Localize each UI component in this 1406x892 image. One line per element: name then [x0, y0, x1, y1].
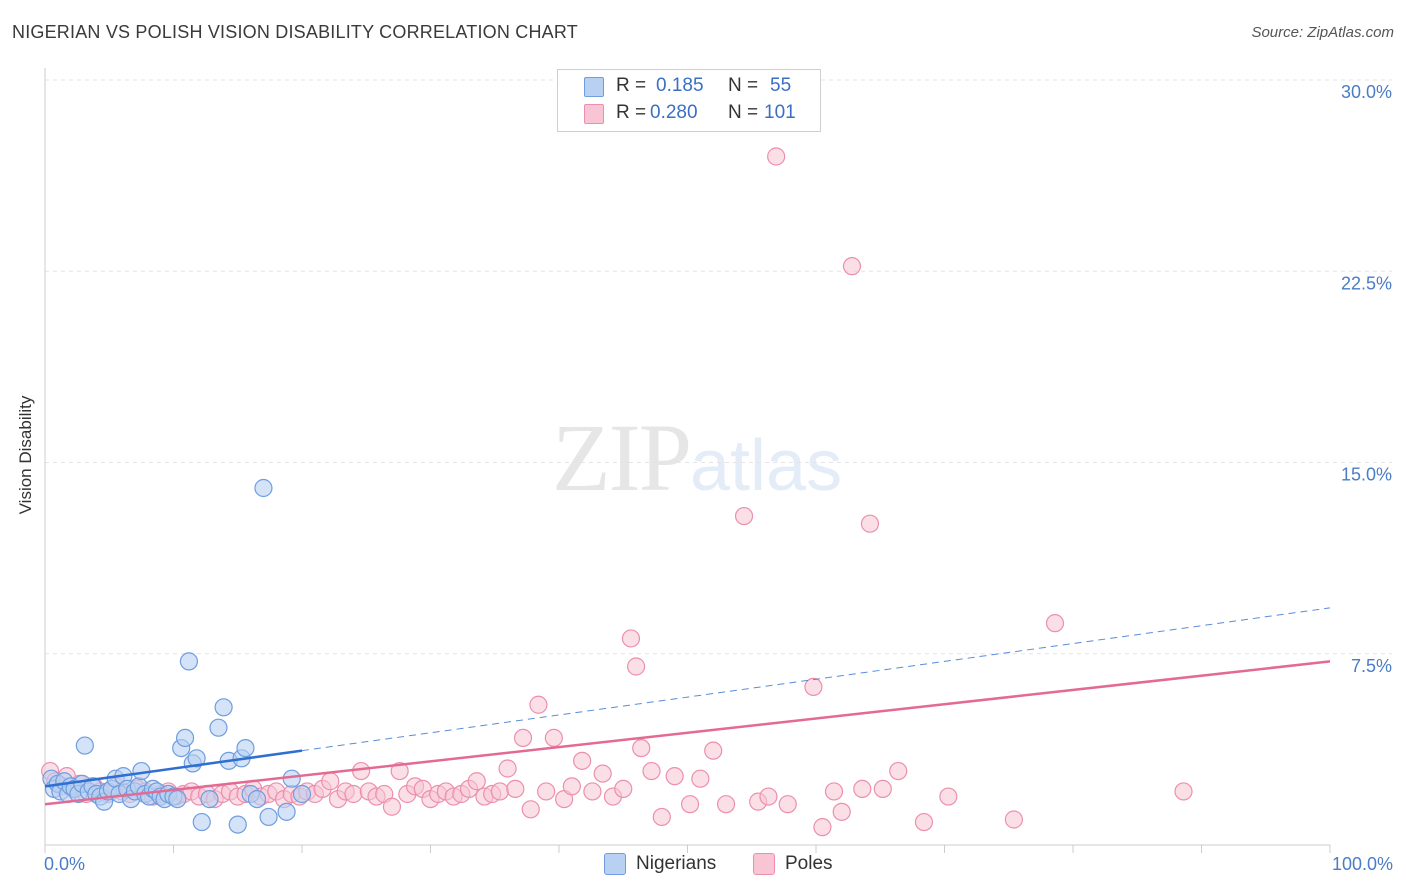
tick-labels: 7.5% 15.0% 22.5% 30.0% 0.0% 100.0%	[44, 82, 1393, 874]
poles-point	[704, 741, 723, 760]
poles-point	[513, 728, 533, 748]
poles-point	[626, 657, 646, 676]
nigerians-point	[228, 815, 247, 834]
poles-point	[734, 506, 754, 526]
poles-point	[352, 761, 371, 781]
poles-point	[467, 772, 486, 791]
poles-point	[642, 761, 661, 781]
poles-point	[759, 787, 778, 806]
poles-point	[529, 695, 548, 714]
legend-n-label: N =	[728, 102, 759, 123]
poles-point	[390, 761, 409, 781]
poles-point	[939, 787, 958, 806]
poles-point	[889, 761, 908, 781]
nigerians-point	[209, 718, 228, 737]
nigerians-point	[175, 728, 195, 748]
axis-layer	[44, 68, 1331, 853]
legend-n-value: 55	[770, 75, 792, 96]
poles-point	[562, 777, 581, 796]
bottom-legend-swatch-nigerians	[604, 853, 626, 875]
poles-trend-line	[44, 660, 1331, 806]
poles-point	[382, 797, 402, 816]
poles-point	[665, 767, 684, 786]
x-tick-label: 0.0%	[44, 854, 85, 874]
y-tick-label: 22.5%	[1341, 273, 1392, 293]
poles-point	[767, 147, 786, 166]
poles-point	[1045, 614, 1065, 633]
poles-point	[498, 759, 517, 778]
watermark-zip: ZIP	[552, 404, 692, 511]
poles-point	[860, 514, 880, 533]
y-tick-label: 7.5%	[1351, 656, 1392, 676]
nigerians-point	[259, 807, 278, 827]
bottom-legend-label-poles: Poles	[785, 853, 833, 874]
nigerians-point	[236, 738, 255, 758]
legend-n-label: N =	[728, 75, 759, 96]
poles-point	[1174, 782, 1193, 801]
source-attribution: Source: ZipAtlas.com	[1251, 24, 1394, 41]
poles-point	[573, 751, 592, 770]
nigerians-point	[168, 789, 187, 809]
y-tick-label: 30.0%	[1341, 82, 1392, 102]
poles-point	[853, 779, 872, 799]
nigerians-point	[179, 652, 199, 671]
x-tick-label: 100.0%	[1332, 854, 1393, 874]
poles-point	[632, 738, 651, 758]
watermark: ZIPatlas	[552, 402, 842, 513]
poles-point	[583, 782, 602, 801]
trend-lines	[44, 607, 1331, 806]
poles-point	[813, 818, 832, 837]
nigerians-point	[214, 698, 233, 717]
nigerians-point	[75, 736, 94, 755]
bottom-legend-swatch-poles	[753, 853, 775, 875]
poles-point	[680, 795, 700, 814]
poles-point	[321, 772, 340, 791]
legend-r-label: R =	[616, 102, 647, 123]
legend-r-value: 0.185	[656, 75, 704, 96]
legend-swatch-poles	[584, 104, 604, 124]
poles-point	[778, 795, 797, 814]
bottom-legend-label-nigerians: Nigerians	[636, 853, 717, 874]
poles-point	[873, 779, 892, 799]
legend-n-value: 101	[764, 102, 796, 123]
legend-r-label: R =	[616, 75, 647, 96]
chart-title: NIGERIAN VS POLISH VISION DISABILITY COR…	[12, 22, 578, 42]
poles-point	[593, 764, 612, 783]
poles-point	[490, 782, 509, 801]
watermark-atlas: atlas	[690, 426, 843, 506]
nigerians-point	[277, 802, 296, 821]
poles-point	[804, 677, 823, 697]
poles-point	[614, 779, 633, 799]
poles-point	[506, 779, 525, 799]
poles-point	[824, 782, 844, 801]
legend-r-value: 0.280	[650, 102, 698, 123]
correlation-legend: R = 0.185 N = 55 R = 0.280 N = 101	[557, 69, 821, 132]
nigerians-trend-line	[44, 749, 303, 788]
nigerians-point	[292, 784, 312, 804]
nigerians-trend-extension	[301, 607, 1331, 752]
poles-point	[652, 807, 671, 827]
nigerians-point	[247, 789, 267, 809]
poles-point	[621, 629, 641, 648]
poles-point	[1004, 810, 1023, 829]
nigerians-point	[192, 812, 211, 832]
y-tick-label: 15.0%	[1341, 465, 1392, 485]
legend-swatch-nigerians	[584, 77, 604, 97]
nigerians-point	[200, 789, 219, 809]
poles-point	[716, 795, 736, 814]
poles-point	[842, 257, 862, 276]
poles-point	[521, 800, 540, 819]
poles-point	[544, 728, 563, 748]
poles-point	[344, 784, 363, 804]
poles-point	[691, 769, 710, 788]
nigerians-point	[254, 478, 273, 498]
grid-layer	[45, 79, 1392, 655]
poles-point	[914, 812, 934, 832]
poles-point	[832, 802, 851, 821]
nigerians-point	[187, 749, 206, 768]
poles-point	[537, 782, 556, 801]
